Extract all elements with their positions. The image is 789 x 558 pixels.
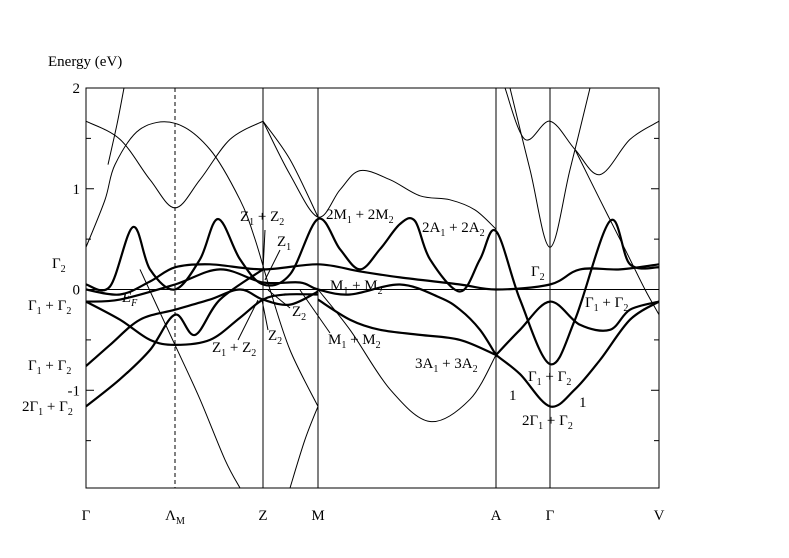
band — [86, 288, 319, 367]
band — [574, 149, 659, 315]
annotation: Γ2 — [531, 264, 545, 283]
band — [86, 293, 319, 346]
x-tick-label: M — [311, 508, 324, 524]
band — [317, 298, 497, 357]
annotation: 1 — [509, 388, 517, 404]
band — [317, 289, 497, 423]
annotation: EF — [121, 290, 138, 309]
annotation: 3A1 + 3A2 — [415, 356, 478, 375]
leader — [264, 249, 281, 281]
annotation: M1 + M2 — [328, 332, 381, 351]
annotation: Z2 — [268, 328, 282, 347]
x-tick-label: Γ — [82, 508, 91, 524]
y-tick-label: 0 — [73, 283, 81, 299]
x-tick-label: Z — [258, 508, 267, 524]
plot-frame — [85, 87, 660, 489]
band — [262, 120, 319, 218]
band — [86, 121, 319, 407]
x-tick-label: Γ — [546, 508, 555, 524]
y-tick-label: -1 — [68, 383, 81, 399]
annotation: 1 — [579, 395, 587, 411]
band — [86, 263, 659, 296]
annotation: Z2 — [292, 304, 306, 323]
band — [289, 406, 319, 488]
annotation: Z1 + Z2 — [212, 340, 256, 359]
y-tick-label: 2 — [73, 81, 81, 97]
annotation: M1 + M2 — [330, 278, 383, 297]
leader — [299, 289, 331, 334]
x-tick-label: V — [654, 508, 665, 524]
band — [86, 217, 659, 366]
band — [107, 88, 125, 165]
band — [509, 88, 591, 248]
annotation: Γ1 + Γ2 — [528, 369, 571, 388]
band — [86, 120, 264, 209]
annotation: Γ2 — [52, 256, 66, 275]
annotation: Z1 + Z2 — [240, 209, 284, 228]
y-axis-label: Energy (eV) — [48, 54, 122, 70]
x-tick-label: A — [491, 508, 502, 524]
annotation: 2Γ1 + Γ2 — [22, 399, 73, 418]
bands — [86, 88, 659, 488]
band — [495, 300, 659, 408]
annotation: Γ1 + Γ2 — [28, 298, 71, 317]
band — [262, 120, 497, 230]
band — [86, 268, 497, 356]
y-tick-label: 1 — [73, 182, 81, 198]
annotation: 2Γ1 + Γ2 — [522, 413, 573, 432]
annotation: Γ1 + Γ2 — [28, 358, 71, 377]
annotation: 2A1 + 2A2 — [422, 220, 485, 239]
band — [139, 269, 241, 488]
x-tick-label: ΛM — [165, 508, 185, 527]
band — [495, 300, 659, 356]
annotation: Z1 — [277, 234, 291, 253]
band — [86, 268, 264, 408]
annotation: Γ1 + Γ2 — [585, 295, 628, 314]
annotation: 2M1 + 2M2 — [326, 207, 394, 226]
